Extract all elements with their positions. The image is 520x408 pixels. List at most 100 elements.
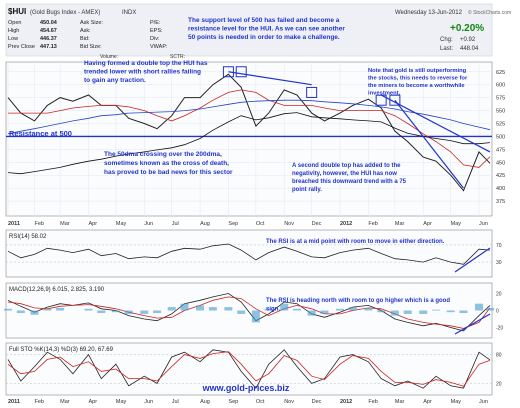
x-tick-label: Sep: [228, 399, 238, 405]
price-y-tick: 575: [496, 96, 505, 102]
sub-series-line: [7, 296, 491, 329]
histogram-bar: [419, 310, 428, 314]
annotation-line: Having formed a double top the HUI has: [84, 60, 208, 67]
ohlc-cell: Bid:: [80, 36, 90, 42]
sub-y-tick: 20: [496, 381, 502, 387]
histogram-bar: [237, 310, 246, 314]
bottom-x-axis: 2011 Feb Mar Apr May Jun Jul Aug Sep Oct Nov Dec 201…: [8, 399, 488, 405]
price-y-tick: 500: [496, 134, 505, 140]
x-tick-label: Aug: [200, 399, 210, 405]
x-tick-label: May: [116, 221, 127, 227]
histogram-bar: [475, 303, 484, 311]
sub-y-tick: 30: [496, 260, 502, 266]
annotation-line: the stocks, this needs to reverse for: [368, 76, 468, 82]
annotation-line: Note that gold is still outperforming: [368, 68, 467, 74]
x-tick-label: Feb: [368, 399, 377, 405]
rsi-panel-frame: [5, 229, 493, 278]
subtitle-label: (Gold Bugs Index - AMEX): [30, 10, 100, 16]
x-tick-label: Jul: [172, 221, 179, 227]
histogram-bar: [4, 308, 12, 311]
x-tick-label: Feb: [35, 399, 44, 405]
x-tick-label: May: [451, 221, 462, 227]
histogram-bar: [293, 308, 302, 311]
x-tick-label: Oct: [256, 399, 265, 405]
trendline: [228, 71, 312, 86]
rsi-panel: RSI(14) 58.02 30 70: [5, 229, 502, 278]
annotations: Resistance at 500 www.gold-prices.biz Th…: [9, 17, 468, 393]
x-tick-label: Dec: [312, 399, 322, 405]
ohlc-cell: 454.67: [40, 28, 57, 34]
sub-series-line: [7, 243, 491, 265]
x-tick-label: Mar: [60, 221, 70, 227]
histogram-bar: [336, 308, 345, 311]
x-tick-label: Apr: [423, 221, 432, 227]
x-tick-label: Feb: [368, 221, 377, 227]
x-tick-label: Mar: [60, 399, 70, 405]
x-tick-label: Mar: [395, 399, 405, 405]
x-tick-label: Mar: [395, 221, 405, 227]
sto-panel: Full STO %K(14,3) %D(3) 69.20, 67.69 20 8…: [5, 342, 502, 396]
x-tick-label: Apr: [88, 221, 97, 227]
macd-trendline: [454, 313, 491, 335]
site-url: www.gold-prices.biz: [202, 383, 290, 393]
double-top-marker: [375, 94, 387, 106]
x-tick-label: Feb: [35, 221, 44, 227]
price-y-tick: 400: [496, 186, 505, 192]
price-y-tick: 475: [496, 147, 505, 153]
annotation-line: point rally.: [292, 187, 322, 193]
x-tick-label: Jun: [144, 221, 153, 227]
histogram-bar: [208, 307, 217, 311]
double-top-marker: [389, 94, 401, 106]
header-panel: [5, 3, 493, 57]
histogram-bar: [30, 310, 39, 315]
volume-label: Volume:: [100, 54, 118, 60]
histogram-bar: [377, 310, 386, 313]
histogram-bar: [56, 307, 65, 311]
price-series: [7, 66, 491, 192]
ohlc-cell: High: [8, 28, 19, 34]
annotation-line: resistance level for the HUI. As we can …: [188, 26, 345, 33]
sub-y-tick: 20: [496, 292, 502, 298]
histogram-bar: [167, 307, 176, 311]
histogram-bar: [153, 310, 162, 314]
price-y-tick: 375: [496, 199, 505, 205]
histogram-bar: [348, 307, 357, 311]
ohlc-cell: Ask Size:: [80, 20, 103, 26]
histogram-bar: [432, 309, 441, 311]
credit-label: © StockCharts.com: [468, 9, 511, 16]
double-top-marker: [222, 66, 234, 78]
x-tick-label: Nov: [284, 399, 294, 405]
ohlc-cell: Low: [8, 36, 18, 42]
sto-label: Full STO %K(14,3) %D(3) 69.20, 67.69: [9, 347, 114, 353]
last-label: Last:: [440, 46, 453, 52]
histogram-bar: [459, 310, 468, 314]
x-tick-label: 2012: [340, 399, 352, 405]
ohlc-cell: Prev Close: [8, 44, 35, 50]
histogram-bar: [320, 310, 329, 314]
price-panel: 375 400 425 450 475 500 525 550 575 600 625: [5, 61, 505, 217]
x-tick-label: Jun: [479, 221, 488, 227]
sub-y-tick: 0: [496, 309, 499, 315]
sto-panel-frame: [5, 342, 493, 396]
macd-label: MACD(12,26,9) 6.015, 2.825, 3.190: [9, 287, 105, 293]
x-tick-label: May: [116, 399, 127, 405]
histogram-bar: [196, 305, 205, 311]
price-y-tick: 425: [496, 173, 505, 179]
sub-series-line: [7, 293, 491, 332]
resistance-label: Resistance at 500: [9, 129, 72, 138]
rsi-annotation: The RSI is at a mid point with room to m…: [266, 239, 445, 245]
histogram-bar: [446, 310, 455, 313]
header: $HUI (Gold Bugs Index - AMEX) INDX Wedne…: [5, 3, 511, 60]
sub-y-tick: 80: [496, 353, 502, 359]
double-top-marker: [306, 86, 318, 98]
sub-series-line: [7, 351, 491, 387]
annotation-line: investment.: [368, 91, 401, 97]
ohlc-cell: VWAP:: [150, 44, 168, 50]
histogram-bar: [280, 303, 289, 311]
price-y-tick: 525: [496, 121, 505, 127]
x-tick-label: Apr: [423, 399, 432, 405]
x-tick-label: Apr: [88, 399, 97, 405]
histogram-bar: [224, 307, 233, 311]
